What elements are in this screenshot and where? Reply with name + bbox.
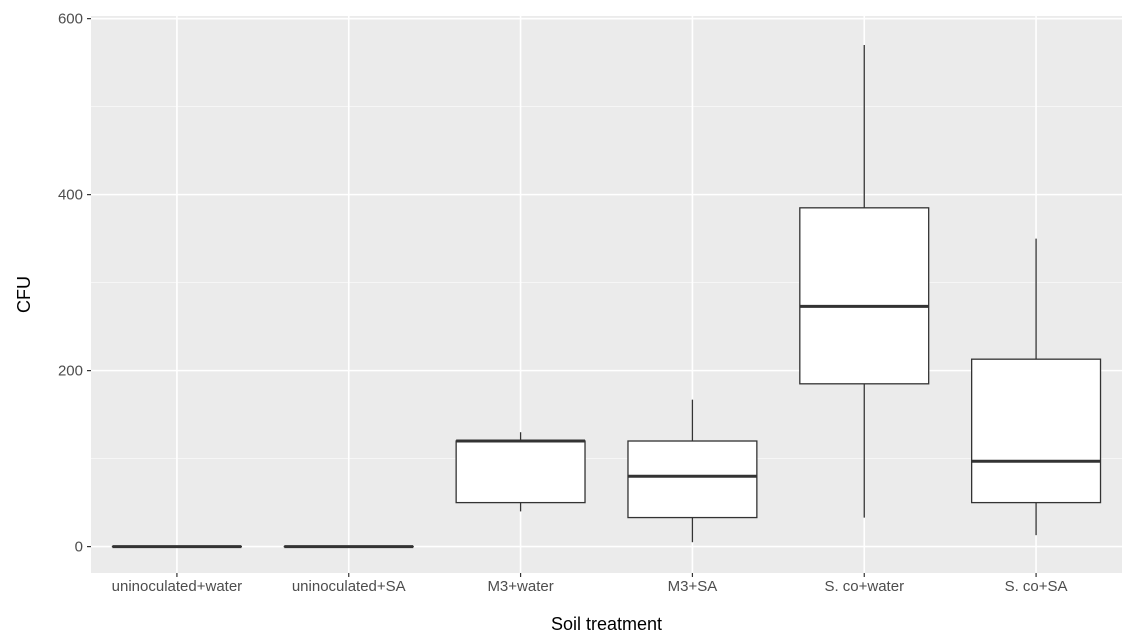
box [456,441,585,503]
box [628,441,757,518]
x-tick-label: uninoculated+water [112,578,243,595]
y-tick-label: 600 [58,11,83,28]
y-axis-title: CFU [14,276,34,313]
x-tick-label: uninoculated+SA [292,578,406,595]
box [800,208,929,384]
y-tick-label: 200 [58,363,83,380]
box [972,359,1101,502]
x-axis-title: Soil treatment [551,614,662,634]
x-tick-label: S. co+SA [1005,578,1068,595]
boxplot-m3-water [456,432,585,511]
y-tick-label: 400 [58,187,83,204]
x-tick-label: S. co+water [824,578,904,595]
x-tick-label: M3+SA [668,578,718,595]
y-tick-label: 0 [75,539,83,556]
x-tick-label: M3+water [487,578,553,595]
plot-panel [91,16,1122,573]
